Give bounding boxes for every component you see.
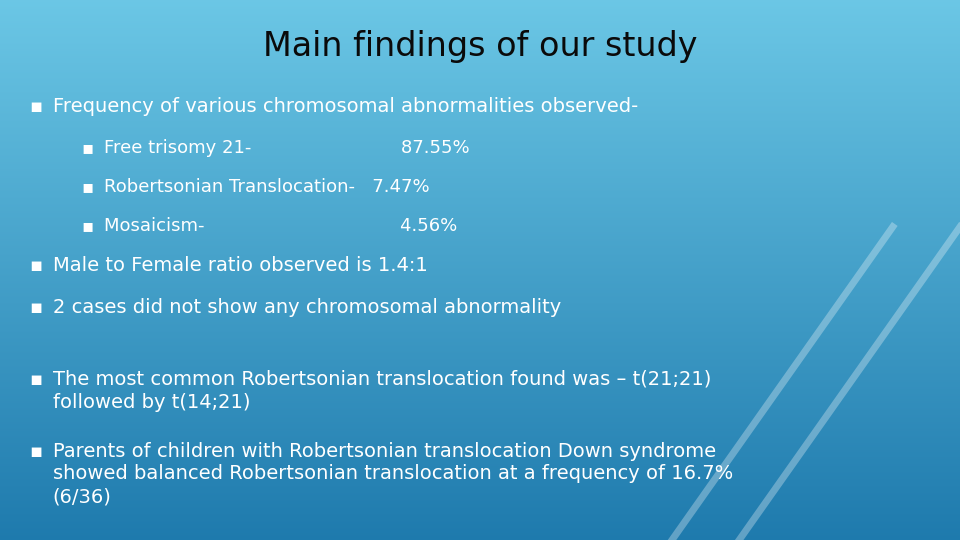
Text: Free trisomy 21-                          87.55%: Free trisomy 21- 87.55% [104, 139, 469, 157]
Text: The most common Robertsonian translocation found was – t(21;21)
followed by t(14: The most common Robertsonian translocati… [53, 370, 711, 411]
Text: 2 cases did not show any chromosomal abnormality: 2 cases did not show any chromosomal abn… [53, 298, 561, 317]
Text: ▪: ▪ [29, 97, 42, 116]
Text: Parents of children with Robertsonian translocation Down syndrome
showed balance: Parents of children with Robertsonian tr… [53, 442, 733, 506]
Text: ▪: ▪ [29, 256, 42, 275]
Text: Male to Female ratio observed is 1.4:1: Male to Female ratio observed is 1.4:1 [53, 256, 427, 275]
Text: ▪: ▪ [82, 217, 94, 235]
Text: ▪: ▪ [29, 298, 42, 317]
Text: ▪: ▪ [82, 139, 94, 157]
Text: ▪: ▪ [29, 370, 42, 389]
Text: ▪: ▪ [82, 178, 94, 196]
Text: Frequency of various chromosomal abnormalities observed-: Frequency of various chromosomal abnorma… [53, 97, 638, 116]
Text: ▪: ▪ [29, 442, 42, 461]
Text: Mosaicism-                                  4.56%: Mosaicism- 4.56% [104, 217, 457, 235]
Text: Main findings of our study: Main findings of our study [263, 30, 697, 63]
Text: Robertsonian Translocation-   7.47%: Robertsonian Translocation- 7.47% [104, 178, 429, 196]
